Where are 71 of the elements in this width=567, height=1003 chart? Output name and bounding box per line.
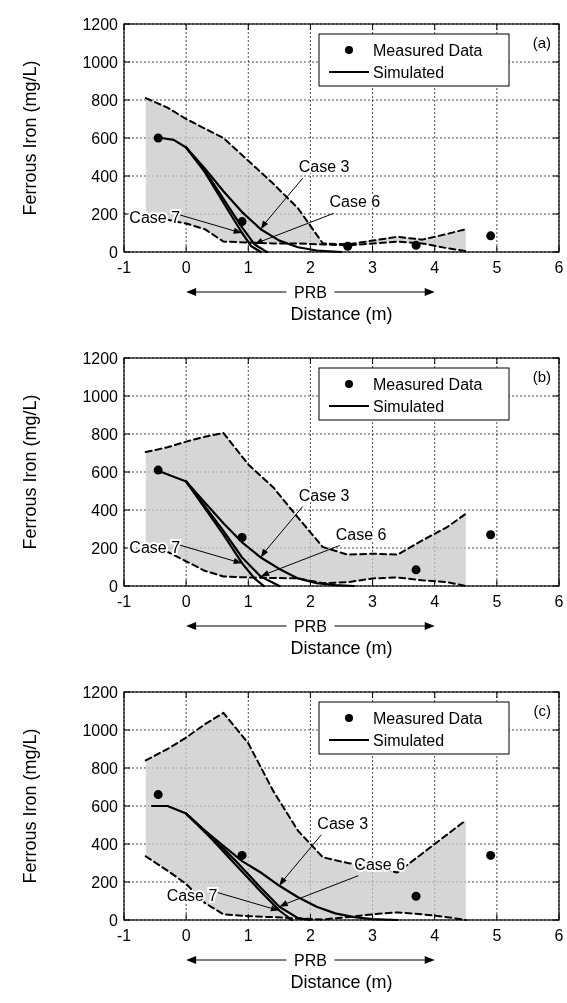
x-tick-label: 6	[554, 927, 564, 944]
y-tick-label: 800	[91, 760, 119, 777]
y-axis-title: Ferrous Iron (mg/L)	[20, 60, 40, 216]
x-tick-label: 3	[368, 927, 378, 944]
x-tick-label: 1	[243, 927, 253, 944]
x-tick-label: 5	[492, 593, 502, 610]
legend-label: Simulated	[373, 732, 445, 749]
annotation: (b)	[532, 368, 551, 385]
legend-label: Measured Data	[373, 376, 483, 393]
y-tick-label: 600	[91, 464, 119, 481]
x-axis-title: Distance (m)	[290, 304, 393, 324]
x-tick-label: 6	[554, 259, 564, 276]
legend-label: Simulated	[373, 64, 445, 81]
y-tick-label: 600	[91, 798, 119, 815]
annotation: (a)	[532, 34, 551, 51]
x-tick-label: -1	[116, 927, 132, 944]
x-tick-label: 2	[305, 259, 315, 276]
y-tick-label: 600	[91, 130, 119, 147]
annotation: (c)	[533, 702, 551, 719]
annotation: Case 3	[298, 158, 350, 176]
x-tick-label: 4	[430, 593, 440, 610]
y-tick-label: 200	[91, 540, 119, 557]
annotation: Case 6	[335, 525, 387, 543]
x-tick-label: 1	[243, 259, 253, 276]
x-tick-label: 3	[368, 593, 378, 610]
annotation: Case 6	[329, 193, 381, 211]
x-tick-label: 1	[243, 593, 253, 610]
y-tick-label: 1000	[82, 54, 119, 71]
annotation: Case 7	[166, 886, 218, 904]
y-tick-label: 200	[91, 874, 119, 891]
text: PRB	[293, 618, 327, 635]
x-axis-title: Distance (m)	[290, 972, 393, 992]
text: PRB	[293, 284, 327, 301]
y-tick-label: 1000	[82, 388, 119, 405]
y-tick-label: 0	[109, 244, 119, 261]
x-tick-label: -1	[116, 593, 132, 610]
y-tick-label: 1200	[82, 684, 119, 701]
x-tick-label: 4	[430, 927, 440, 944]
y-tick-label: 800	[91, 426, 119, 443]
x-tick-label: 2	[305, 593, 315, 610]
text: PRB	[293, 952, 327, 969]
y-axis-title: Ferrous Iron (mg/L)	[20, 728, 40, 884]
x-tick-label: 3	[368, 259, 378, 276]
y-tick-label: 1000	[82, 722, 119, 739]
y-tick-label: 200	[91, 206, 119, 223]
x-tick-label: -1	[116, 259, 132, 276]
y-tick-label: 0	[109, 578, 119, 595]
x-axis-title: Distance (m)	[290, 638, 393, 658]
y-tick-label: 400	[91, 168, 119, 185]
x-tick-label: 6	[554, 593, 564, 610]
x-tick-label: 0	[181, 593, 191, 610]
annotation: Case 7	[129, 539, 181, 557]
y-tick-label: 400	[91, 502, 119, 519]
legend-label: Measured Data	[373, 42, 483, 59]
legend-label: Simulated	[373, 398, 445, 415]
x-tick-label: 0	[181, 259, 191, 276]
y-tick-label: 400	[91, 836, 119, 853]
x-tick-label: 5	[492, 259, 502, 276]
x-tick-label: 2	[305, 927, 315, 944]
y-tick-label: 0	[109, 912, 119, 929]
annotation: Case 3	[298, 486, 350, 504]
annotation: Case 3	[317, 814, 369, 832]
x-tick-label: 4	[430, 259, 440, 276]
x-tick-label: 5	[492, 927, 502, 944]
legend-label: Measured Data	[373, 710, 483, 727]
y-tick-label: 1200	[82, 16, 119, 33]
y-axis-title: Ferrous Iron (mg/L)	[20, 394, 40, 550]
annotation: Case 6	[354, 855, 406, 873]
x-tick-label: 0	[181, 927, 191, 944]
y-tick-label: 800	[91, 92, 119, 109]
y-tick-label: 1200	[82, 350, 119, 367]
